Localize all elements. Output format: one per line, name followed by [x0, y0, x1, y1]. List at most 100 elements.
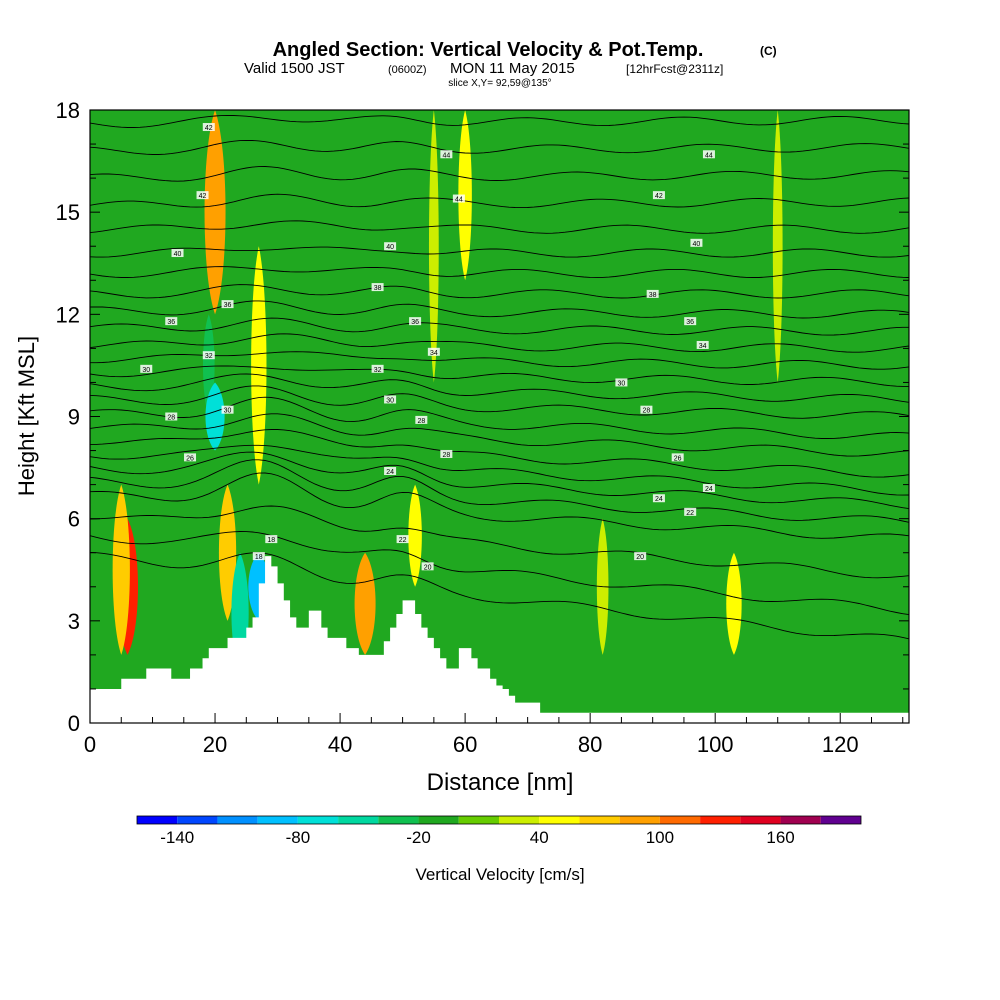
- colorbar-tick-label: 100: [646, 828, 674, 847]
- colorbar-tick-label: -20: [406, 828, 431, 847]
- theta-contour: [90, 505, 909, 579]
- theta-contour: [90, 115, 909, 128]
- contour-label: 40: [386, 244, 394, 251]
- theta-contour: [90, 166, 909, 182]
- contour-label: 20: [424, 564, 432, 571]
- contour-label: 44: [705, 152, 713, 159]
- contour-label: 22: [686, 510, 694, 517]
- contour-label: 42: [655, 193, 663, 200]
- contour-label-box: [221, 405, 234, 414]
- contour-label-box: [684, 317, 697, 326]
- contour-label: 30: [224, 408, 232, 415]
- contour-label-box: [684, 507, 697, 516]
- colorbar-frame: [136, 815, 862, 825]
- y-tick-label: 3: [68, 609, 80, 634]
- x-axis: 0 20 40 60 80 100 120: [84, 713, 904, 757]
- contour-label: 24: [655, 496, 663, 503]
- contour-label: 34: [699, 343, 707, 350]
- velocity-band: [428, 110, 439, 383]
- contour-label-box: [421, 562, 434, 571]
- colorbar-label: Vertical Velocity [cm/s]: [415, 865, 584, 884]
- y-tick-label: 12: [56, 302, 80, 327]
- contour-label: 34: [430, 350, 438, 357]
- contour-label: 36: [411, 319, 419, 326]
- x-tick-label: 40: [328, 732, 352, 757]
- contour-label: 36: [224, 302, 232, 309]
- theta-contour: [90, 385, 909, 419]
- contour-label-box: [634, 552, 647, 561]
- contour-label-box: [427, 347, 440, 356]
- contour-label-box: [252, 552, 265, 561]
- velocity-band: [251, 246, 267, 485]
- colorbar-swatch: [297, 816, 339, 824]
- contour-label: 36: [167, 319, 175, 326]
- contour-label-box: [440, 150, 453, 159]
- x-tick-label: 120: [822, 732, 859, 757]
- velocity-band: [848, 450, 857, 655]
- velocity-band-core: [360, 573, 370, 635]
- contour-label-box: [202, 351, 215, 360]
- contour-label: 40: [693, 241, 701, 248]
- theta-contour: [90, 373, 909, 403]
- contour-label: 28: [417, 418, 425, 425]
- velocity-background: [90, 110, 909, 723]
- contour-label-box: [671, 453, 684, 462]
- chart-title: Angled Section: Vertical Velocity & Pot.…: [273, 39, 704, 61]
- colorbar-swatch: [579, 816, 620, 824]
- colorbar-swatch: [499, 816, 540, 824]
- contour-label-box: [640, 405, 653, 414]
- contour-label-box: [384, 242, 397, 251]
- contour-label-box: [652, 494, 665, 503]
- velocity-band: [698, 416, 707, 655]
- velocity-band: [554, 110, 563, 247]
- contour-label: 30: [386, 397, 394, 404]
- colorbar-swatch: [740, 816, 781, 824]
- x-axis-label: Distance [nm]: [427, 769, 574, 796]
- forecast-info: [12hrFcst@2311z]: [626, 62, 723, 76]
- contour-label-box: [702, 150, 715, 159]
- contour-label-box: [371, 364, 384, 373]
- contour-label: 18: [255, 554, 263, 561]
- contour-label-box: [702, 484, 715, 493]
- valid-zulu: (0600Z): [388, 64, 427, 76]
- theta-contour: [90, 413, 909, 457]
- contour-label-box: [202, 123, 215, 132]
- colorbar: -140 -80 -20 40 100 160: [136, 815, 862, 847]
- velocity-band: [303, 110, 314, 315]
- velocity-band: [185, 110, 195, 383]
- contour-label: 26: [674, 455, 682, 462]
- velocity-band-core: [236, 576, 244, 649]
- contour-label-box: [452, 194, 465, 203]
- terrain-mask: [90, 556, 909, 723]
- colorbar-swatch: [418, 816, 459, 824]
- valid-date: MON 11 May 2015: [450, 60, 575, 77]
- contour-label-box: [371, 283, 384, 292]
- contour-label-box: [165, 412, 178, 421]
- contour-label: 44: [455, 197, 463, 204]
- contour-label: 18: [267, 537, 275, 544]
- contour-label-box: [265, 535, 278, 544]
- colorbar-swatch: [780, 816, 821, 824]
- colorbar-swatch: [378, 816, 419, 824]
- theta-contour: [90, 246, 909, 258]
- velocity-band-core: [210, 150, 220, 274]
- contour-label-box: [696, 340, 709, 349]
- contour-label-box: [184, 453, 197, 462]
- contour-label: 38: [649, 292, 657, 299]
- contour-label: 32: [374, 367, 382, 374]
- contour-label: 24: [705, 486, 713, 493]
- colorbar-tick-label: 40: [530, 828, 549, 847]
- contour-label: 28: [442, 452, 450, 459]
- contour-label-box: [415, 415, 428, 424]
- contour-label-box: [140, 364, 153, 373]
- theta-contour: [90, 193, 909, 209]
- contour-label: 40: [174, 251, 182, 258]
- x-tick-label: 80: [578, 732, 602, 757]
- colorbar-swatch: [137, 816, 178, 824]
- colorbar-tick-label: -140: [160, 828, 194, 847]
- theta-contour: [90, 459, 909, 523]
- contour-label-box: [646, 289, 659, 298]
- contour-label: 42: [205, 125, 213, 132]
- velocity-band: [408, 484, 422, 587]
